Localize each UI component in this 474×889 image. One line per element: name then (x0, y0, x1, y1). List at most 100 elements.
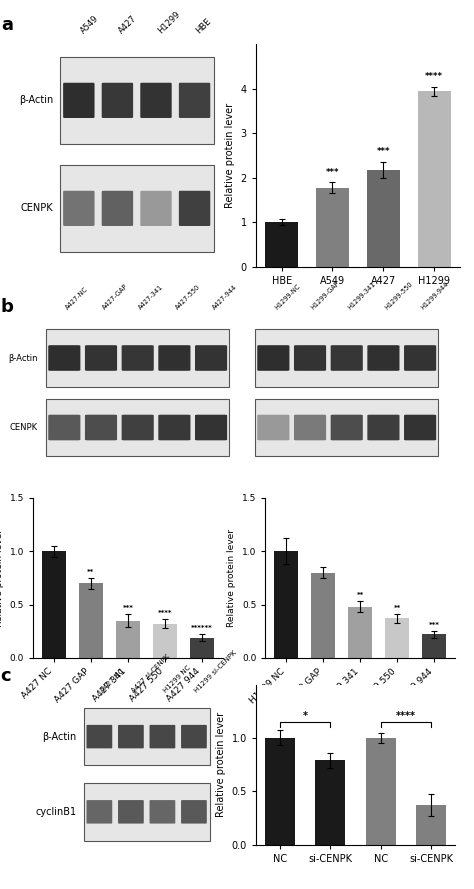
Text: β-Actin: β-Actin (42, 732, 76, 741)
Text: b: b (0, 298, 13, 316)
Text: H1299: H1299 (156, 10, 182, 36)
FancyBboxPatch shape (140, 83, 172, 118)
Text: **: ** (394, 605, 401, 611)
FancyBboxPatch shape (149, 800, 175, 823)
FancyBboxPatch shape (122, 414, 154, 440)
Bar (367, 170, 400, 267)
Text: ******: ****** (191, 625, 213, 631)
Text: A427-944: A427-944 (211, 284, 238, 311)
FancyBboxPatch shape (257, 345, 290, 371)
Bar (311, 573, 335, 658)
Text: A427-GAP: A427-GAP (101, 284, 129, 311)
Bar (422, 635, 447, 658)
Bar (365, 738, 396, 845)
FancyBboxPatch shape (86, 800, 112, 823)
FancyBboxPatch shape (158, 345, 191, 371)
Text: ****: **** (396, 711, 416, 721)
FancyBboxPatch shape (60, 165, 214, 252)
Bar (265, 738, 295, 845)
Text: **: ** (87, 569, 94, 574)
FancyBboxPatch shape (48, 345, 81, 371)
FancyBboxPatch shape (46, 329, 229, 387)
Text: cyclinB1: cyclinB1 (35, 807, 76, 817)
Text: ***: *** (376, 148, 390, 156)
Y-axis label: Relative protein lever: Relative protein lever (225, 103, 235, 208)
Text: *: * (303, 711, 308, 721)
FancyBboxPatch shape (86, 725, 112, 749)
Text: **: ** (356, 592, 364, 598)
FancyBboxPatch shape (118, 800, 144, 823)
Text: A427 si-CENPK: A427 si-CENPK (131, 653, 172, 693)
Text: HBE: HBE (194, 17, 213, 36)
Text: a: a (1, 16, 13, 35)
Text: H1299 si-CENPK: H1299 si-CENPK (194, 649, 238, 693)
Bar (190, 637, 214, 658)
Bar (265, 222, 298, 267)
Text: H1299 NC: H1299 NC (163, 664, 191, 693)
Text: A427-NC: A427-NC (64, 286, 89, 311)
Text: ****: **** (158, 610, 172, 616)
Bar (416, 805, 446, 845)
FancyBboxPatch shape (102, 83, 133, 118)
Text: A427 NC: A427 NC (100, 668, 125, 693)
FancyBboxPatch shape (83, 783, 210, 841)
Y-axis label: Relative protein lever: Relative protein lever (228, 529, 237, 627)
Text: A427-341: A427-341 (137, 284, 164, 311)
FancyBboxPatch shape (195, 345, 227, 371)
Text: H1299-GAP: H1299-GAP (310, 280, 341, 311)
FancyBboxPatch shape (331, 414, 363, 440)
Text: CENPK: CENPK (9, 423, 37, 432)
Text: ***: *** (326, 168, 339, 177)
FancyBboxPatch shape (149, 725, 175, 749)
FancyBboxPatch shape (85, 414, 117, 440)
Text: A549: A549 (79, 14, 100, 36)
Text: β-Actin: β-Actin (19, 95, 53, 106)
Y-axis label: Relative protein lever: Relative protein lever (216, 712, 226, 817)
FancyBboxPatch shape (179, 191, 210, 226)
FancyBboxPatch shape (122, 345, 154, 371)
FancyBboxPatch shape (63, 191, 94, 226)
FancyBboxPatch shape (118, 725, 144, 749)
FancyBboxPatch shape (102, 191, 133, 226)
FancyBboxPatch shape (367, 414, 400, 440)
Text: H1299-550: H1299-550 (383, 281, 413, 311)
Text: ***: *** (123, 605, 133, 611)
FancyBboxPatch shape (60, 57, 214, 143)
FancyBboxPatch shape (404, 345, 436, 371)
Bar (116, 621, 140, 658)
Bar (274, 551, 298, 658)
Text: A427-550: A427-550 (174, 284, 201, 311)
FancyBboxPatch shape (331, 345, 363, 371)
Text: H1299-944: H1299-944 (420, 281, 450, 311)
FancyBboxPatch shape (181, 725, 207, 749)
FancyBboxPatch shape (255, 329, 438, 387)
Text: ****: **** (425, 72, 443, 82)
Text: c: c (0, 667, 10, 685)
FancyBboxPatch shape (158, 414, 191, 440)
FancyBboxPatch shape (257, 414, 290, 440)
FancyBboxPatch shape (404, 414, 436, 440)
Bar (42, 551, 66, 658)
FancyBboxPatch shape (195, 414, 227, 440)
FancyBboxPatch shape (294, 414, 326, 440)
FancyBboxPatch shape (46, 399, 229, 456)
Text: CENPK: CENPK (21, 204, 53, 213)
FancyBboxPatch shape (63, 83, 94, 118)
Bar (153, 624, 177, 658)
FancyBboxPatch shape (179, 83, 210, 118)
Bar (316, 188, 349, 267)
FancyBboxPatch shape (294, 345, 326, 371)
FancyBboxPatch shape (140, 191, 172, 226)
Text: H1299-NC: H1299-NC (273, 284, 301, 311)
FancyBboxPatch shape (181, 800, 207, 823)
Y-axis label: Relative protein lever: Relative protein lever (0, 529, 4, 627)
FancyBboxPatch shape (83, 708, 210, 765)
Text: β-Actin: β-Actin (8, 354, 37, 363)
FancyBboxPatch shape (48, 414, 81, 440)
Bar (79, 583, 103, 658)
Text: ***: *** (429, 622, 440, 628)
Bar (385, 619, 410, 658)
Bar (348, 606, 372, 658)
Bar (418, 92, 450, 267)
Text: A427: A427 (118, 14, 139, 36)
